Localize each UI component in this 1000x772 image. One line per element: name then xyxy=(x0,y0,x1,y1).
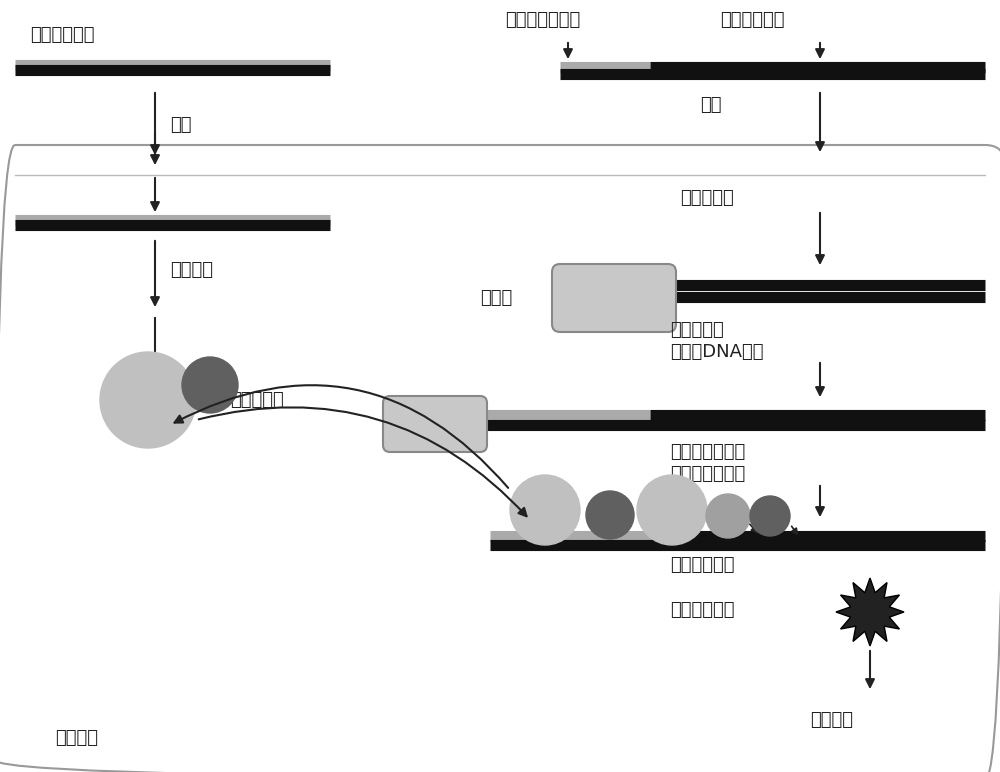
Circle shape xyxy=(100,352,196,448)
Text: 转染: 转染 xyxy=(170,116,192,134)
Circle shape xyxy=(586,491,634,539)
FancyArrowPatch shape xyxy=(175,385,508,488)
Text: 端粒酶延伸: 端粒酶延伸 xyxy=(670,321,724,339)
Text: 基因表达载体: 基因表达载体 xyxy=(30,26,94,44)
Text: 转录激活物: 转录激活物 xyxy=(230,391,284,409)
Circle shape xyxy=(510,475,580,545)
Text: 肿瘾细胞: 肿瘾细胞 xyxy=(55,729,98,747)
Text: 基因表达载体: 基因表达载体 xyxy=(720,11,784,29)
Text: 效应基因表达: 效应基因表达 xyxy=(670,556,734,574)
Text: 转录激活物结合: 转录激活物结合 xyxy=(670,443,745,461)
Text: 细胞死亡: 细胞死亡 xyxy=(810,711,853,729)
Text: 及基因表达激活: 及基因表达激活 xyxy=(670,465,745,483)
Circle shape xyxy=(637,475,707,545)
Text: 转染: 转染 xyxy=(700,96,722,114)
FancyBboxPatch shape xyxy=(552,264,676,332)
FancyBboxPatch shape xyxy=(383,396,487,452)
Text: 基因表达: 基因表达 xyxy=(170,261,213,279)
Circle shape xyxy=(706,494,750,538)
Text: 端粒酶结合: 端粒酶结合 xyxy=(680,189,734,207)
Text: 效应基因产物: 效应基因产物 xyxy=(670,601,734,619)
Circle shape xyxy=(750,496,790,536)
Circle shape xyxy=(182,357,238,413)
FancyArrowPatch shape xyxy=(199,408,527,516)
Text: 端粒酶结合序列: 端粒酶结合序列 xyxy=(505,11,580,29)
Text: 端粒酶: 端粒酶 xyxy=(480,289,512,307)
Polygon shape xyxy=(836,578,904,646)
Text: 及双链DNA形成: 及双链DNA形成 xyxy=(670,343,764,361)
